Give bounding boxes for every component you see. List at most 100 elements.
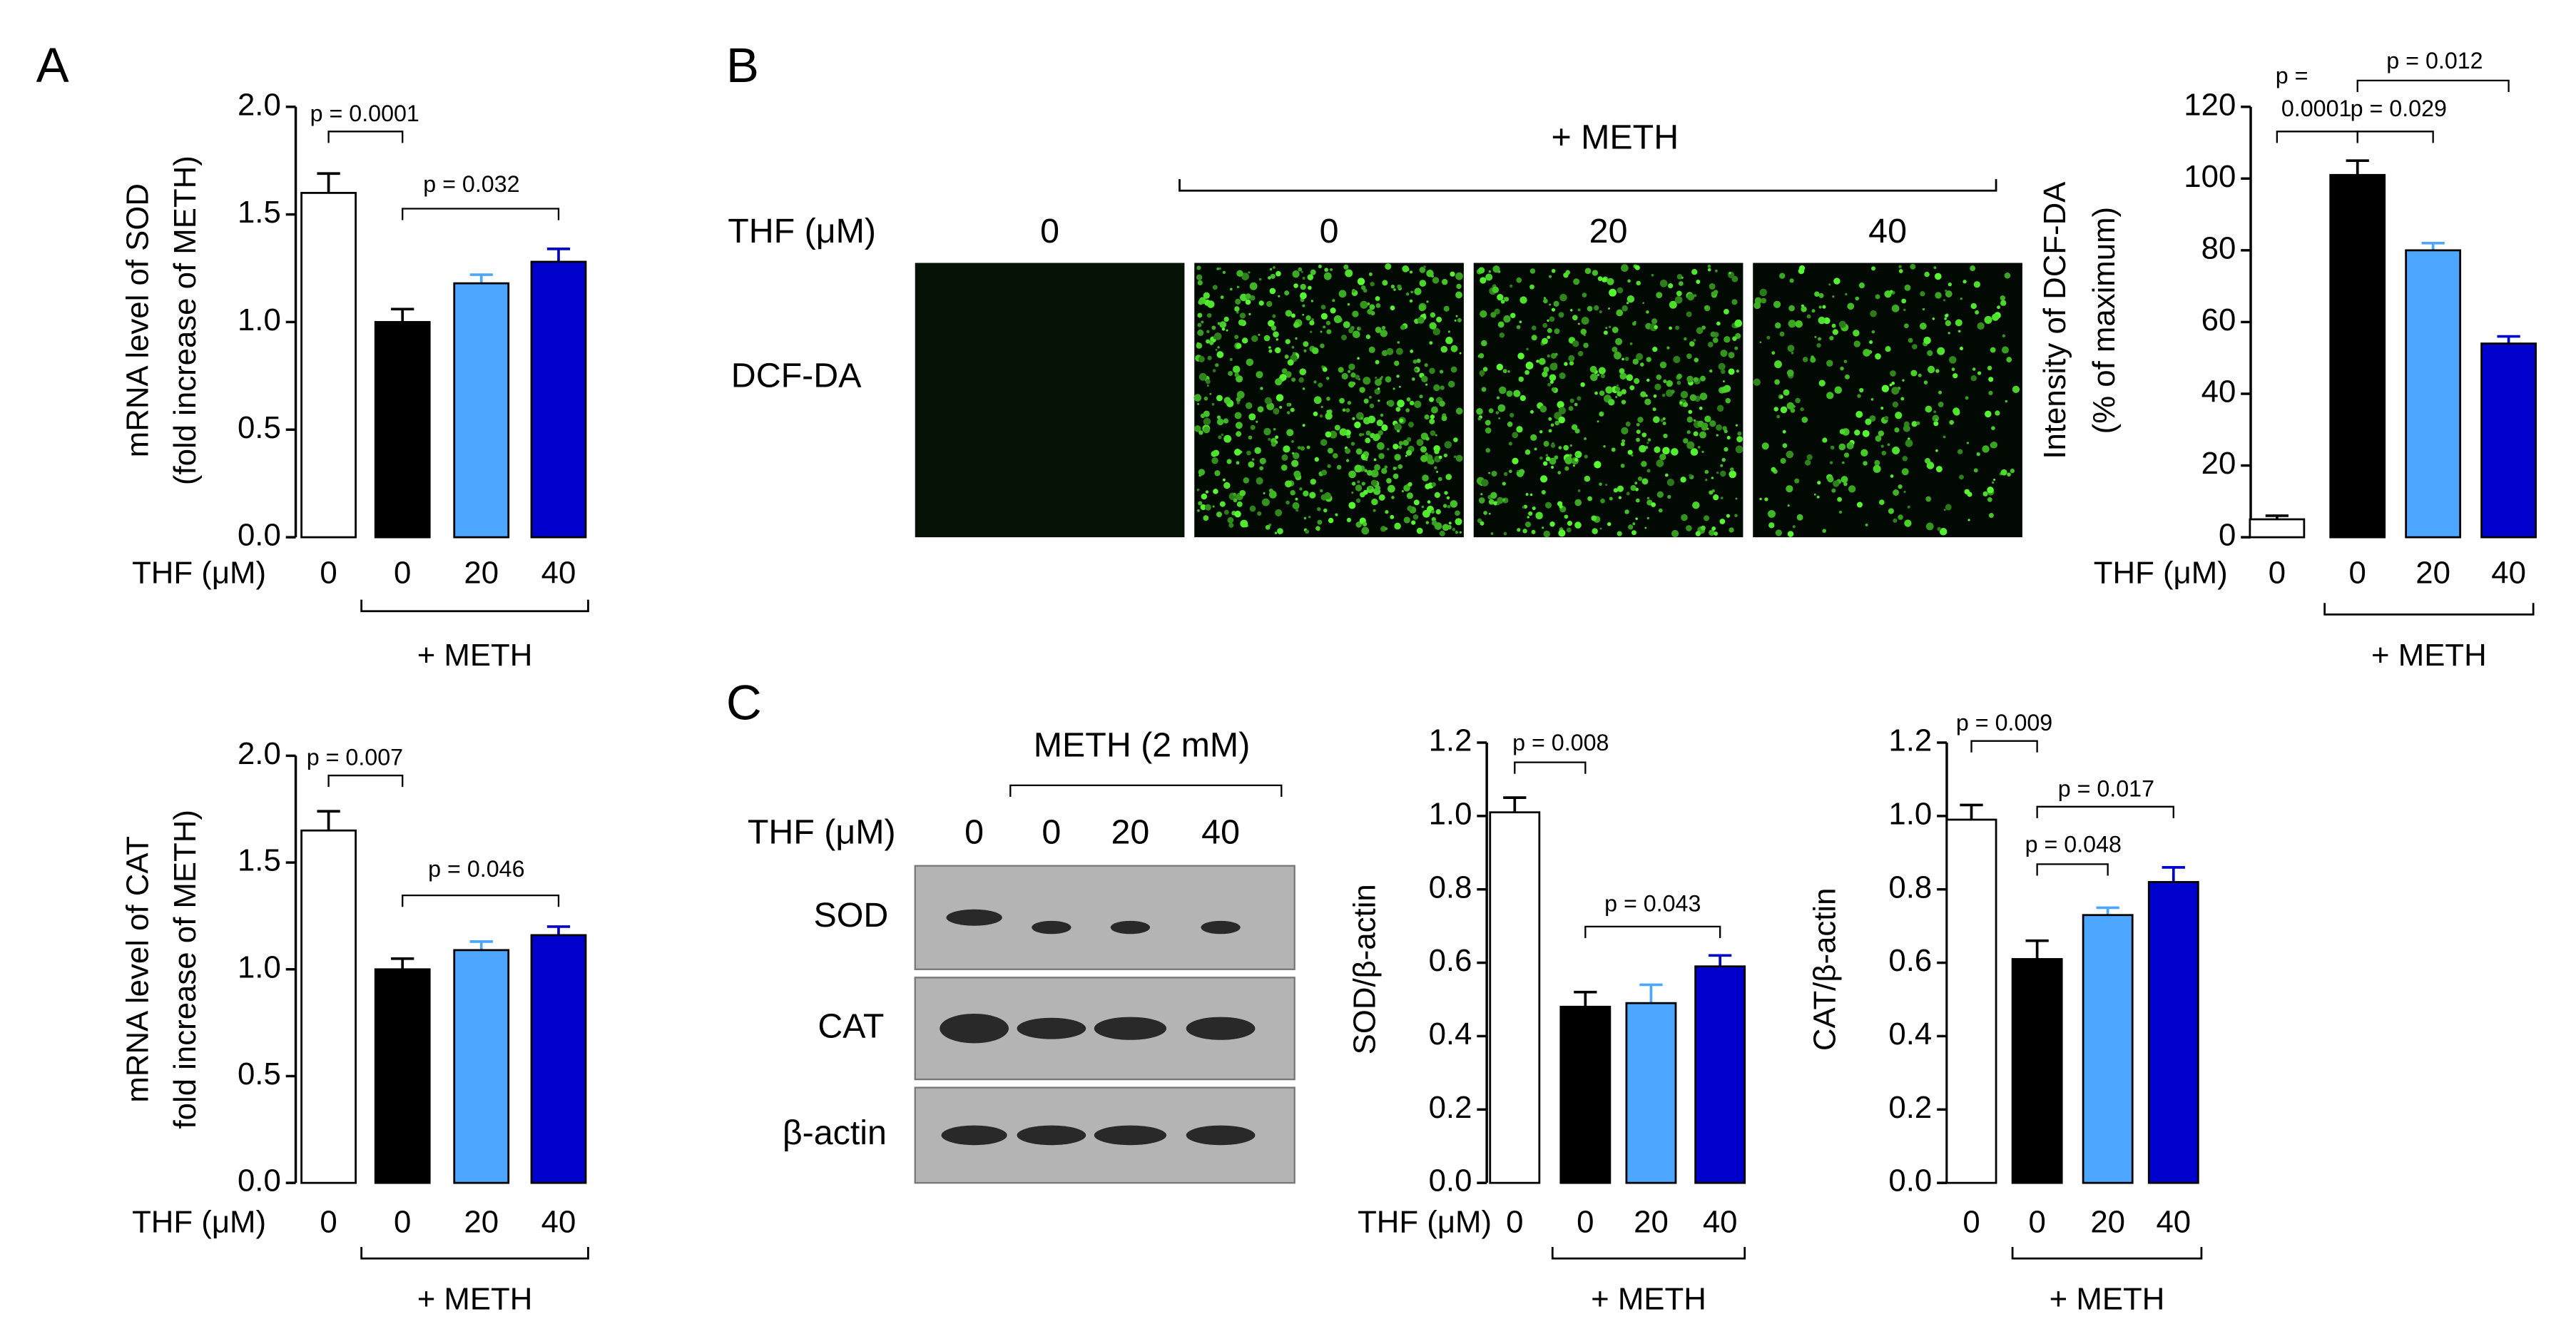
cell-signal [1898, 514, 1903, 520]
cell-signal [1903, 490, 1906, 494]
cell-signal [1967, 492, 1972, 497]
x-tick-label: 0 [320, 556, 337, 591]
y-tick-label: 120 [2184, 87, 2236, 122]
bracket [2356, 79, 2510, 93]
cell-signal [1305, 315, 1311, 321]
cell-signal [1891, 304, 1900, 312]
cell-signal [1572, 315, 1578, 321]
p-value: p = 0.017 [2058, 775, 2154, 801]
cell-signal [1308, 285, 1312, 290]
lane-label: 40 [1868, 212, 1907, 250]
cell-signal [1547, 327, 1552, 333]
cell-signal [1653, 394, 1657, 398]
cell-signal [1429, 341, 1433, 345]
cell-signal [1813, 493, 1816, 496]
cell-signal [1450, 500, 1458, 508]
cell-signal [1543, 530, 1550, 538]
cell-signal [1531, 325, 1537, 331]
cell-signal [1558, 407, 1567, 414]
cell-signal [1381, 325, 1386, 330]
bar [453, 282, 510, 539]
cell-signal [1327, 447, 1333, 454]
cell-signal [1303, 349, 1307, 352]
cell-signal [1543, 441, 1549, 447]
cell-signal [1681, 514, 1688, 521]
cell-signal [1570, 309, 1573, 312]
cell-signal [1933, 421, 1939, 427]
y-tick-label: 0.0 [238, 1164, 281, 1198]
cell-signal [1519, 394, 1526, 402]
cell-signal [1325, 377, 1330, 380]
cell-signal [1382, 280, 1388, 286]
cell-signal [1378, 430, 1383, 436]
cell-signal [1631, 454, 1634, 457]
cell-signal [1450, 366, 1457, 373]
cell-signal [1716, 321, 1721, 326]
cell-signal [1639, 362, 1644, 367]
cell-signal [1631, 530, 1636, 536]
cell-signal [1871, 266, 1876, 271]
bar [2329, 173, 2386, 539]
cell-signal [1454, 319, 1457, 322]
cell-signal [1612, 327, 1619, 333]
cell-signal [1584, 454, 1588, 459]
cell-signal [1904, 284, 1911, 291]
cell-signal [1589, 365, 1597, 373]
cell-signal [1315, 526, 1320, 531]
cell-signal [1735, 424, 1738, 427]
cell-signal [1571, 424, 1578, 431]
cell-signal [1285, 371, 1292, 378]
cell-signal [1416, 358, 1421, 363]
cell-signal [1405, 449, 1412, 456]
cell-signal [1656, 491, 1664, 498]
cell-signal [1710, 331, 1716, 337]
cell-signal [1686, 293, 1695, 301]
cell-signal [1773, 407, 1778, 412]
cell-signal [1542, 322, 1548, 328]
cell-signal [1551, 466, 1554, 469]
cell-signal [1811, 355, 1814, 360]
error-bar [469, 940, 493, 950]
cell-signal [1543, 366, 1549, 373]
cell-signal [1259, 466, 1264, 471]
cell-signal [1972, 367, 1976, 371]
y-tick-label: 0.2 [1429, 1090, 1472, 1125]
cell-signal [1855, 410, 1863, 418]
cell-signal [1348, 381, 1355, 388]
cell-signal [1309, 492, 1316, 499]
cell-signal [1697, 446, 1701, 449]
cell-signal [1241, 273, 1249, 280]
cell-signal [1716, 471, 1719, 474]
cell-signal [1566, 527, 1572, 533]
cell-signal [1241, 337, 1248, 344]
cell-signal [1380, 376, 1383, 379]
band [1094, 1125, 1167, 1146]
cell-signal [1759, 288, 1768, 297]
cell-signal [1497, 404, 1506, 412]
cell-signal [1671, 390, 1675, 394]
cell-signal [1543, 297, 1547, 300]
cell-signal [1256, 477, 1263, 485]
group-label: + METH [1551, 118, 1679, 157]
cell-signal [1270, 273, 1276, 279]
cell-signal [1995, 410, 2000, 416]
cell-signal [1439, 530, 1445, 536]
cell-signal [1447, 330, 1451, 333]
cell-signal [1870, 398, 1874, 401]
cell-signal [1234, 449, 1241, 456]
cell-signal [1393, 443, 1399, 450]
cell-signal [1939, 528, 1948, 536]
cell-signal [1736, 436, 1743, 442]
lane-label: 0 [1040, 212, 1059, 250]
x-tick-label: 20 [2415, 556, 2450, 591]
cell-signal [1686, 430, 1691, 434]
cell-signal [1512, 457, 1519, 464]
cell-signal [1483, 511, 1487, 515]
cell-signal [1780, 406, 1788, 414]
cell-signal [1433, 384, 1440, 392]
cell-signal [1662, 421, 1666, 426]
cell-signal [1622, 439, 1626, 443]
cell-signal [1510, 412, 1514, 418]
cell-signal [1325, 320, 1331, 325]
cell-signal [1646, 516, 1650, 520]
